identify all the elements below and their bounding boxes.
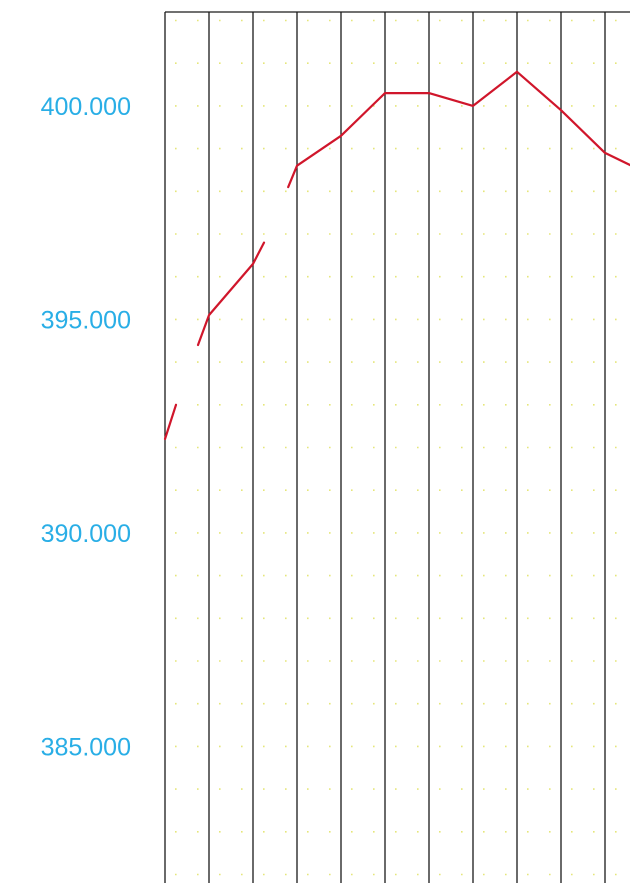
y-axis-tick-labels: 385.000 390.000 395.000 400.000: [41, 93, 131, 762]
y-tick-label: 390.000: [41, 520, 131, 548]
vertical-gridlines: [164, 11, 630, 883]
y-tick-label: 400.000: [41, 93, 131, 121]
series-line-segment: [196, 241, 266, 347]
series-line-segment: [287, 70, 630, 189]
horizontal-dotted-gridlines: [165, 19, 630, 876]
y-tick-label: 385.000: [41, 733, 131, 761]
y-tick-label: 395.000: [41, 306, 131, 334]
data-series: [163, 70, 630, 441]
series-line-segment: [163, 403, 178, 441]
